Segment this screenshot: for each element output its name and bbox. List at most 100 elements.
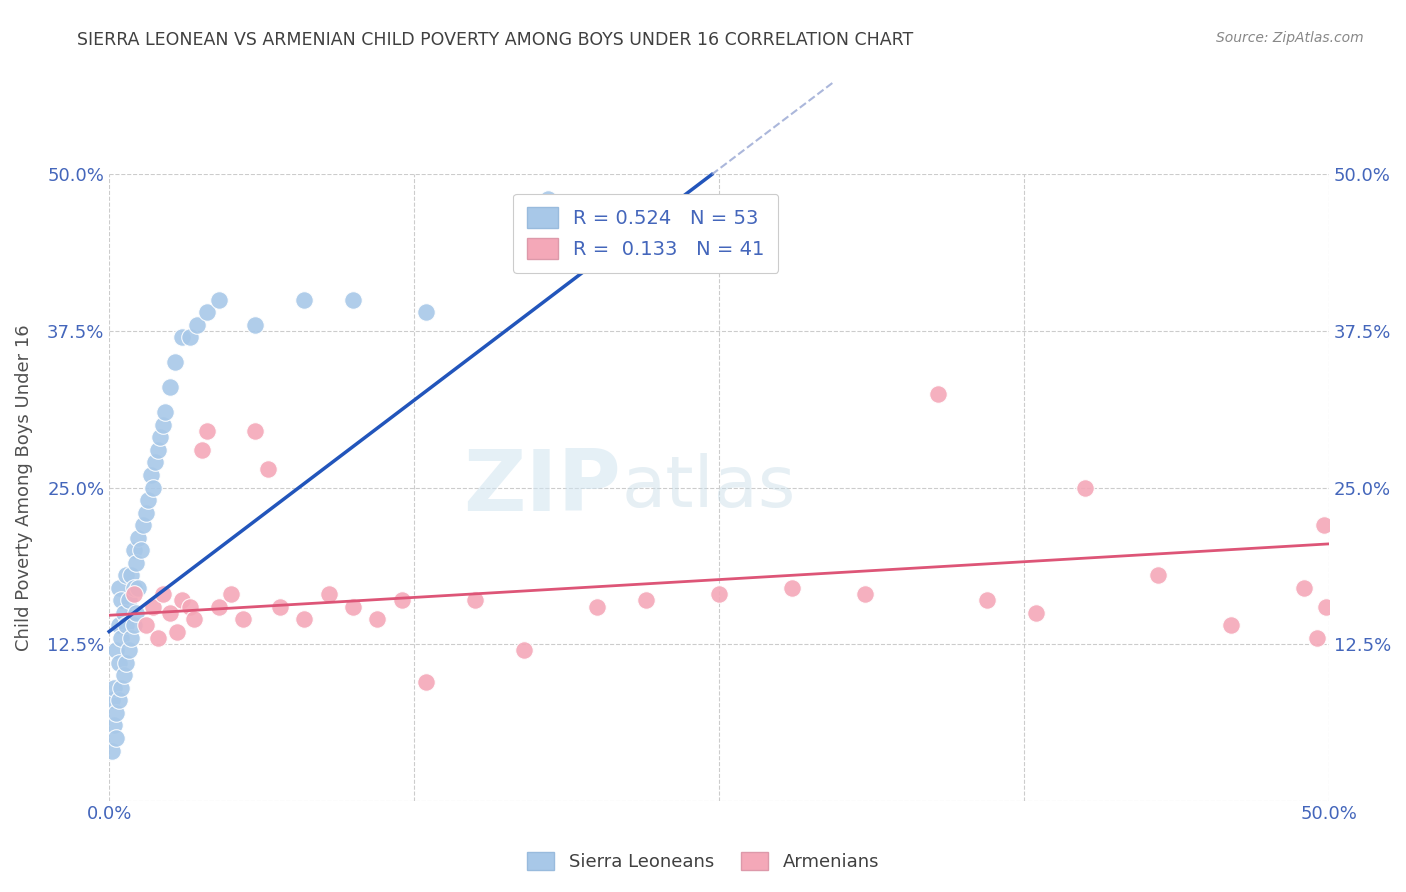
- Point: [245, 318, 267, 332]
- Point: [127, 581, 149, 595]
- Point: [132, 518, 155, 533]
- Point: [976, 593, 998, 607]
- Point: [152, 587, 174, 601]
- Point: [159, 606, 181, 620]
- Point: [108, 618, 131, 632]
- Point: [135, 506, 157, 520]
- Point: [129, 543, 152, 558]
- Point: [245, 424, 267, 438]
- Point: [117, 643, 139, 657]
- Text: atlas: atlas: [621, 453, 796, 522]
- Point: [195, 305, 218, 319]
- Point: [122, 581, 145, 595]
- Point: [152, 417, 174, 432]
- Point: [136, 493, 159, 508]
- Text: ZIP: ZIP: [464, 446, 621, 529]
- Point: [634, 593, 657, 607]
- Point: [122, 543, 145, 558]
- Point: [208, 293, 231, 307]
- Point: [100, 743, 122, 757]
- Point: [366, 612, 388, 626]
- Point: [146, 631, 169, 645]
- Point: [125, 556, 148, 570]
- Point: [391, 593, 413, 607]
- Point: [115, 618, 138, 632]
- Point: [166, 624, 188, 639]
- Point: [1025, 606, 1047, 620]
- Point: [537, 193, 560, 207]
- Point: [112, 668, 135, 682]
- Point: [179, 330, 201, 344]
- Point: [1315, 599, 1337, 614]
- Point: [853, 587, 876, 601]
- Point: [135, 618, 157, 632]
- Legend: Sierra Leoneans, Armenians: Sierra Leoneans, Armenians: [520, 845, 886, 879]
- Point: [186, 318, 208, 332]
- Point: [342, 599, 364, 614]
- Point: [100, 693, 122, 707]
- Point: [318, 587, 340, 601]
- Point: [127, 531, 149, 545]
- Point: [172, 593, 194, 607]
- Point: [183, 612, 205, 626]
- Point: [342, 293, 364, 307]
- Point: [292, 293, 315, 307]
- Y-axis label: Child Poverty Among Boys Under 16: Child Poverty Among Boys Under 16: [15, 324, 32, 651]
- Point: [256, 462, 278, 476]
- Point: [120, 568, 142, 582]
- Point: [149, 430, 172, 444]
- Point: [586, 599, 609, 614]
- Point: [159, 380, 181, 394]
- Legend: R = 0.524   N = 53, R =  0.133   N = 41: R = 0.524 N = 53, R = 0.133 N = 41: [513, 194, 779, 273]
- Point: [269, 599, 291, 614]
- Point: [145, 455, 167, 469]
- Point: [110, 681, 132, 695]
- Point: [163, 355, 186, 369]
- Point: [115, 656, 138, 670]
- Text: Source: ZipAtlas.com: Source: ZipAtlas.com: [1216, 31, 1364, 45]
- Point: [208, 599, 231, 614]
- Point: [103, 681, 125, 695]
- Point: [125, 606, 148, 620]
- Point: [103, 718, 125, 732]
- Point: [232, 612, 254, 626]
- Point: [155, 405, 177, 419]
- Point: [108, 693, 131, 707]
- Point: [1220, 618, 1243, 632]
- Text: SIERRA LEONEAN VS ARMENIAN CHILD POVERTY AMONG BOYS UNDER 16 CORRELATION CHART: SIERRA LEONEAN VS ARMENIAN CHILD POVERTY…: [77, 31, 914, 49]
- Point: [415, 674, 437, 689]
- Point: [146, 442, 169, 457]
- Point: [415, 305, 437, 319]
- Point: [112, 606, 135, 620]
- Point: [195, 424, 218, 438]
- Point: [122, 618, 145, 632]
- Point: [117, 593, 139, 607]
- Point: [105, 731, 128, 745]
- Point: [142, 481, 165, 495]
- Point: [142, 599, 165, 614]
- Point: [513, 643, 536, 657]
- Point: [219, 587, 242, 601]
- Point: [179, 599, 201, 614]
- Point: [1313, 518, 1336, 533]
- Point: [120, 631, 142, 645]
- Point: [110, 593, 132, 607]
- Point: [172, 330, 194, 344]
- Point: [108, 581, 131, 595]
- Point: [108, 656, 131, 670]
- Point: [292, 612, 315, 626]
- Point: [110, 631, 132, 645]
- Point: [191, 442, 214, 457]
- Point: [139, 468, 162, 483]
- Point: [1074, 481, 1097, 495]
- Point: [1294, 581, 1316, 595]
- Point: [122, 587, 145, 601]
- Point: [1305, 631, 1327, 645]
- Point: [464, 593, 486, 607]
- Point: [115, 568, 138, 582]
- Point: [105, 643, 128, 657]
- Point: [927, 386, 949, 401]
- Point: [105, 706, 128, 720]
- Point: [707, 587, 730, 601]
- Point: [1147, 568, 1170, 582]
